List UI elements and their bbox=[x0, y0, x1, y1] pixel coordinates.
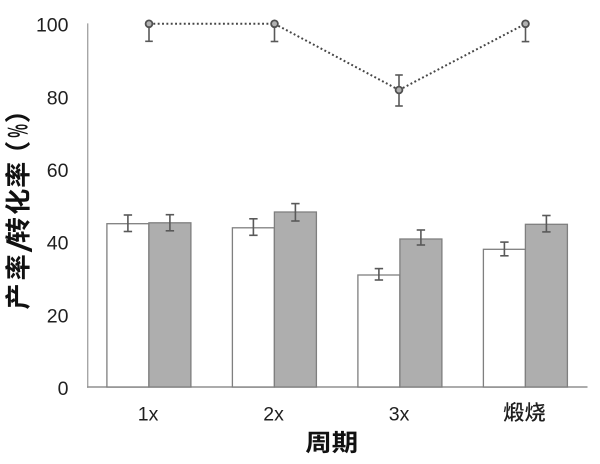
svg-text:1x: 1x bbox=[138, 404, 159, 426]
svg-text:20: 20 bbox=[47, 305, 69, 327]
svg-text:0: 0 bbox=[58, 378, 69, 400]
svg-text:80: 80 bbox=[47, 87, 69, 109]
svg-text:100: 100 bbox=[36, 15, 69, 37]
svg-text:2x: 2x bbox=[263, 404, 284, 426]
svg-text:3x: 3x bbox=[389, 404, 410, 426]
svg-text:40: 40 bbox=[47, 233, 69, 255]
svg-text:60: 60 bbox=[47, 160, 69, 182]
